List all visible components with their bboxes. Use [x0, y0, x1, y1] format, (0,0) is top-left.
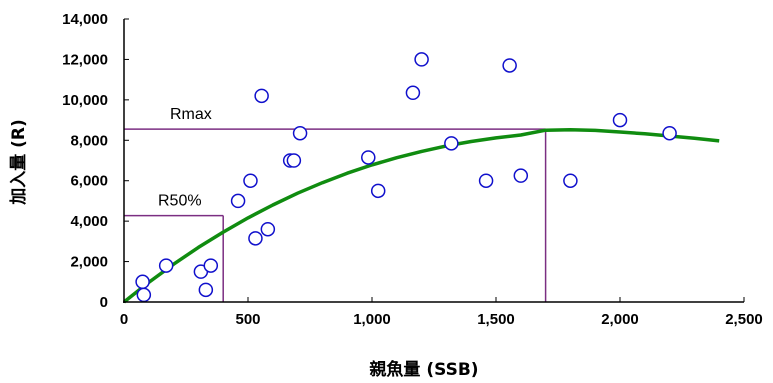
data-point [612, 112, 628, 128]
data-point [254, 88, 269, 104]
y-tick-label: 14,000 [62, 11, 108, 28]
x-tick-label: 1,000 [353, 311, 391, 328]
y-tick-label: 10,000 [62, 92, 108, 109]
x-tick-label: 0 [120, 311, 128, 328]
data-point [243, 173, 258, 188]
x-tick-labels: 0 500 1,000 1,500 2,000 2,500 [120, 311, 763, 328]
fitted-curve [122, 128, 720, 304]
y-tick-label: 2,000 [70, 254, 108, 271]
data-point [370, 183, 386, 199]
data-point [563, 173, 578, 188]
x-tick-label: 2,500 [725, 311, 763, 328]
data-point [478, 173, 494, 188]
y-axis-title: 加入量 (R) [8, 119, 29, 206]
axes [123, 18, 745, 303]
y-tick-label: 0 [100, 294, 108, 311]
data-point [230, 193, 246, 209]
data-point [292, 125, 308, 141]
x-tick-label: 500 [235, 311, 260, 328]
x-axis-title: 親魚量 (SSB) [369, 359, 478, 380]
data-point [513, 168, 529, 183]
data-point [502, 58, 517, 73]
y-tick-label: 8,000 [70, 132, 108, 149]
x-tick-label: 1,500 [477, 311, 515, 328]
annotation-label: Rmax [170, 106, 212, 123]
data-point [135, 274, 150, 290]
data-point [444, 136, 459, 151]
data-points [135, 52, 677, 303]
data-point [136, 287, 152, 303]
x-tick-label: 2,000 [601, 311, 639, 328]
data-point [361, 150, 376, 165]
data-point [405, 85, 421, 101]
y-tick-label: 12,000 [62, 51, 108, 68]
y-tick-label: 6,000 [70, 173, 108, 190]
fitted-curve-layer [122, 128, 720, 304]
data-point [158, 258, 174, 273]
data-point [286, 153, 302, 168]
annotation-label: R50% [158, 193, 202, 210]
data-point [198, 282, 214, 298]
annotations: Rmax R50% [158, 106, 212, 209]
y-tick-labels: 0 2,000 4,000 6,000 8,000 10,000 12,000 14,000 [62, 11, 108, 311]
data-point [260, 221, 276, 237]
data-point [203, 258, 219, 273]
data-point [248, 231, 263, 246]
data-point [414, 52, 429, 67]
data-point [662, 125, 677, 141]
y-tick-label: 4,000 [70, 213, 108, 230]
reference-lines [124, 128, 547, 302]
